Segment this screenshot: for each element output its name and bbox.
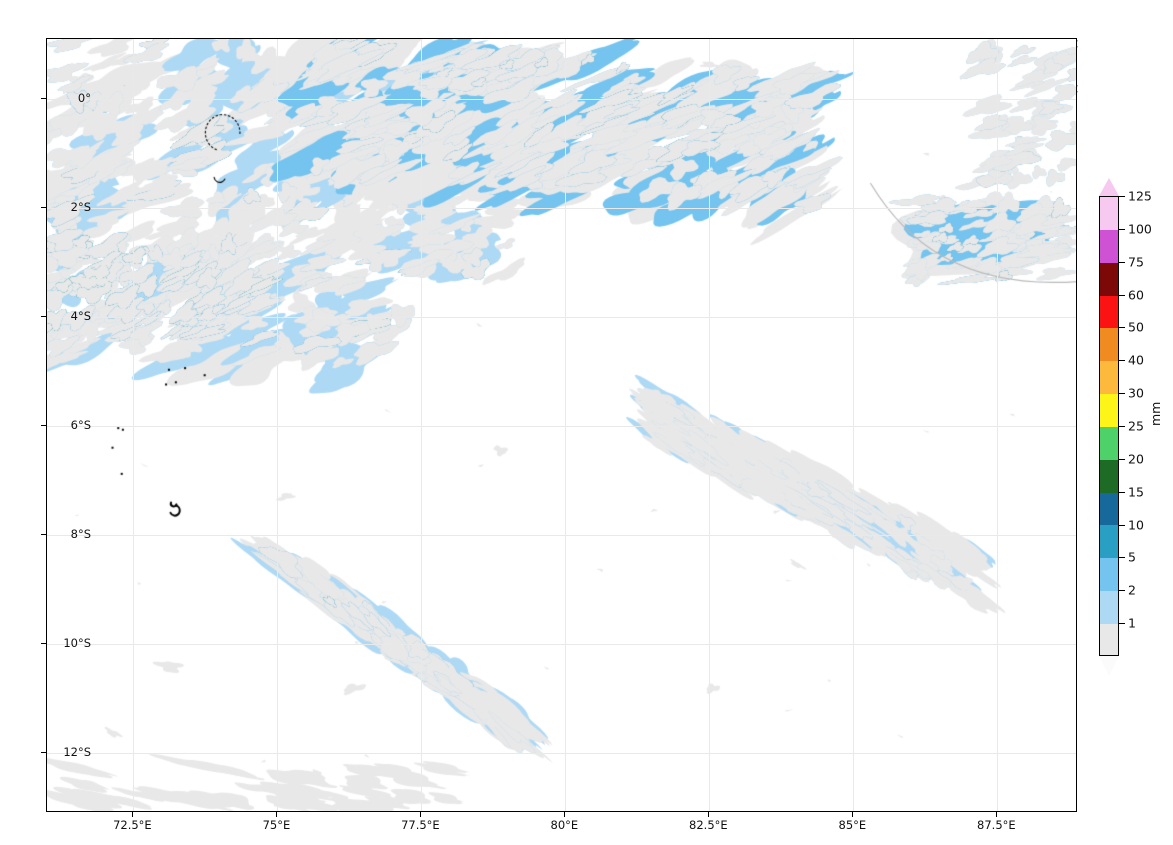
x-axis-tick-label: 72.5°E bbox=[113, 818, 152, 832]
x-axis-tick-label: 77.5°E bbox=[401, 818, 440, 832]
gridline-vertical bbox=[277, 39, 279, 811]
colorbar-segment bbox=[1100, 525, 1118, 559]
gridline-horizontal bbox=[47, 98, 1076, 100]
colorbar-tick-mark bbox=[1119, 228, 1125, 230]
x-axis-tick-mark bbox=[132, 812, 134, 817]
x-axis-tick-label: 87.5°E bbox=[977, 818, 1016, 832]
y-axis-tick-label: 2°S bbox=[70, 199, 91, 214]
colorbar-tick-mark bbox=[1119, 196, 1125, 197]
colorbar-tick-mark bbox=[1119, 491, 1125, 493]
colorbar-tick-label: 5 bbox=[1128, 549, 1136, 565]
colorbar-tick-mark bbox=[1119, 524, 1125, 526]
gridline-horizontal bbox=[47, 753, 1076, 755]
colorbar-tick-mark bbox=[1119, 393, 1125, 395]
colorbar-segment bbox=[1100, 295, 1118, 329]
y-axis-tick-label: 4°S bbox=[70, 308, 91, 323]
colorbar-segment bbox=[1100, 558, 1118, 592]
gridline-vertical bbox=[709, 39, 711, 811]
x-axis-tick-mark bbox=[564, 812, 566, 817]
colorbar-tick-label: 10 bbox=[1128, 517, 1144, 533]
colorbar-tick-label: 50 bbox=[1128, 319, 1144, 335]
colorbar-tick-mark bbox=[1119, 294, 1125, 296]
gridline-vertical bbox=[565, 39, 567, 811]
colorbar-segment bbox=[1100, 426, 1118, 460]
gridline-horizontal bbox=[47, 207, 1076, 209]
colorbar-tick-mark bbox=[1119, 327, 1125, 329]
gridline-horizontal bbox=[47, 535, 1076, 536]
colorbar-segment bbox=[1100, 459, 1118, 493]
colorbar-over-arrow bbox=[1099, 178, 1119, 196]
colorbar-tick-label: 15 bbox=[1128, 484, 1144, 500]
x-axis-tick-mark bbox=[276, 812, 278, 817]
gridline-horizontal bbox=[47, 426, 1076, 427]
gridline-vertical bbox=[853, 39, 855, 811]
colorbar-segment bbox=[1100, 328, 1118, 362]
colorbar-tick-mark bbox=[1119, 590, 1125, 592]
colorbar-tick-label: 125 bbox=[1128, 188, 1152, 204]
colorbar-tick-label: 1 bbox=[1128, 615, 1136, 631]
colorbar-segment bbox=[1100, 623, 1118, 655]
colorbar-segment bbox=[1100, 229, 1118, 263]
gridline-vertical bbox=[133, 39, 135, 811]
colorbar-tick-label: 40 bbox=[1128, 352, 1144, 368]
colorbar-tick-label: 20 bbox=[1128, 451, 1144, 467]
x-axis-tick-mark bbox=[852, 812, 854, 817]
precipitation-field bbox=[47, 39, 1076, 811]
colorbar-segment bbox=[1100, 394, 1118, 427]
y-axis-tick-mark bbox=[41, 425, 46, 426]
x-axis-tick-label: 75°E bbox=[262, 818, 291, 832]
gridline-vertical bbox=[421, 39, 423, 811]
y-axis-tick-mark bbox=[41, 97, 46, 99]
gridline-horizontal bbox=[47, 644, 1076, 646]
colorbar-tick-mark bbox=[1119, 360, 1125, 362]
colorbar-segment bbox=[1100, 197, 1118, 230]
colorbar: 1 2 5 10 15 20 25 30 40 50 60 75 100 125 bbox=[1098, 177, 1152, 677]
colorbar-tick-label: 30 bbox=[1128, 385, 1144, 401]
colorbar-segment bbox=[1100, 361, 1118, 395]
x-axis-tick-mark bbox=[420, 812, 422, 817]
y-axis-tick-mark bbox=[41, 534, 46, 535]
gridline-horizontal bbox=[47, 316, 1076, 318]
x-axis-tick-mark bbox=[996, 812, 998, 817]
y-axis-tick-mark bbox=[41, 752, 46, 754]
x-axis-tick-label: 85°E bbox=[838, 818, 867, 832]
y-axis-tick-mark bbox=[41, 315, 46, 317]
y-axis-tick-mark bbox=[41, 206, 46, 208]
colorbar-tick-mark bbox=[1119, 261, 1125, 263]
y-axis-tick-label: 10°S bbox=[63, 636, 91, 651]
colorbar-tick-mark bbox=[1119, 426, 1125, 427]
gridline-vertical bbox=[997, 39, 999, 811]
colorbar-tick-label: 75 bbox=[1128, 254, 1144, 270]
x-axis-tick-label: 82.5°E bbox=[689, 818, 728, 832]
colorbar-segment bbox=[1100, 262, 1118, 296]
precipitation-map bbox=[46, 38, 1077, 812]
colorbar-tick-mark bbox=[1119, 458, 1125, 460]
colorbar-tick-mark bbox=[1119, 623, 1125, 625]
colorbar-tick-label: 25 bbox=[1128, 418, 1144, 434]
y-axis-tick-label: 12°S bbox=[63, 745, 91, 760]
colorbar-tick-label: 100 bbox=[1128, 221, 1152, 237]
colorbar-segment bbox=[1100, 492, 1118, 526]
y-axis-tick-label: 0° bbox=[77, 90, 91, 105]
colorbar-under-arrow bbox=[1099, 656, 1119, 676]
colorbar-unit-label: mm bbox=[1148, 401, 1163, 426]
y-axis-tick-label: 6°S bbox=[70, 418, 91, 432]
x-axis-tick-mark bbox=[708, 812, 710, 817]
colorbar-tick-mark bbox=[1119, 557, 1125, 559]
colorbar-segment bbox=[1100, 591, 1118, 624]
y-axis-tick-label: 8°S bbox=[70, 527, 91, 541]
x-axis-tick-label: 80°E bbox=[550, 818, 579, 832]
colorbar-body bbox=[1099, 196, 1119, 656]
colorbar-tick-label: 60 bbox=[1128, 287, 1144, 303]
colorbar-tick-label: 2 bbox=[1128, 582, 1136, 598]
y-axis-tick-mark bbox=[41, 643, 46, 645]
